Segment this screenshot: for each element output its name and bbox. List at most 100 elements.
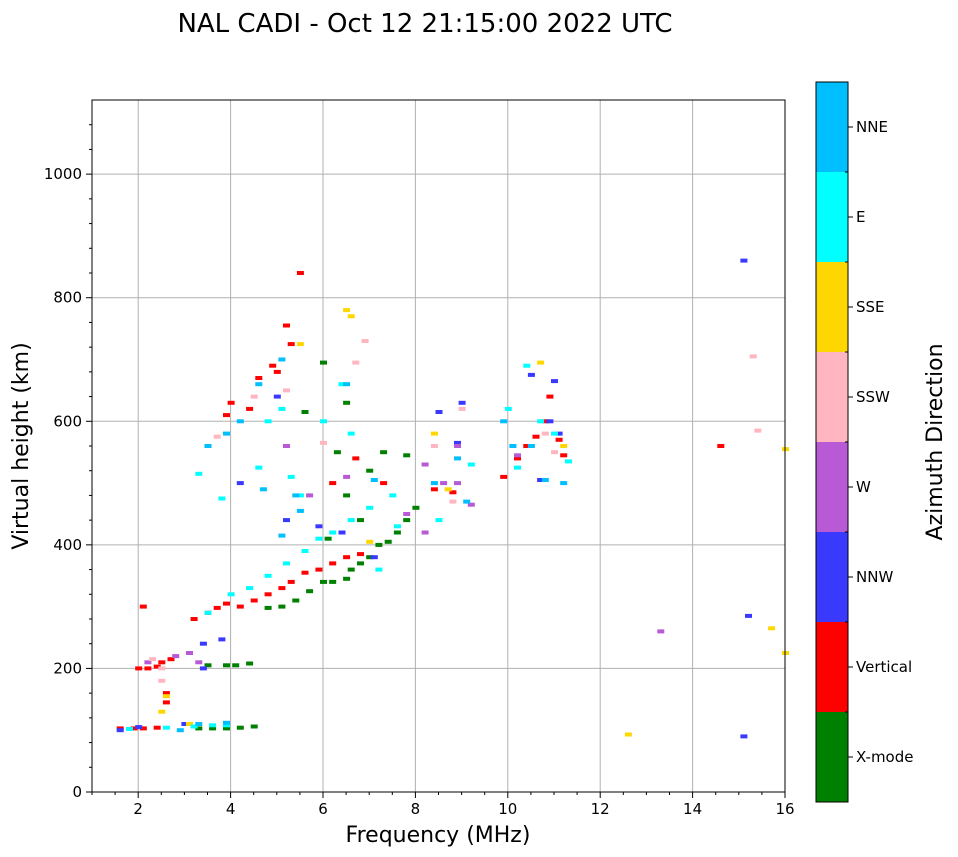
echo-mark-w: [306, 493, 314, 498]
echo-mark-nnw: [527, 372, 535, 377]
echo-mark-nne: [509, 444, 517, 448]
echo-mark-vertical: [283, 323, 290, 328]
x-tick-label: 10: [498, 800, 517, 818]
echo-mark-vertical: [264, 592, 272, 597]
echo-mark-vertical: [250, 598, 258, 603]
echo-mark-vertical: [329, 481, 337, 486]
echo-mark-sse: [158, 709, 166, 714]
echo-mark-w: [467, 502, 475, 507]
echo-mark-nnw: [745, 613, 752, 618]
y-tick-label: 200: [53, 659, 82, 677]
echo-mark-e: [227, 592, 235, 597]
echo-mark-vertical: [357, 552, 364, 557]
echo-mark-nnw: [435, 410, 443, 414]
colorbar-swatch-sse: [816, 262, 848, 352]
colorbar-tick-label: NNE: [856, 118, 888, 136]
echo-mark-x-mode: [301, 410, 309, 414]
echo-mark-nnw: [236, 481, 244, 486]
colorbar-tick-label: NNW: [856, 568, 893, 586]
echo-mark-x-mode: [380, 450, 388, 455]
colorbar-swatch-x-mode: [816, 712, 848, 802]
colorbar-tick-label: E: [856, 208, 865, 226]
echo-mark-nnw: [740, 734, 748, 739]
echo-mark-vertical: [329, 561, 337, 566]
echo-mark-vertical: [287, 579, 295, 584]
echo-mark-vertical: [135, 666, 143, 671]
echo-mark-e: [283, 561, 290, 566]
echo-mark-sse: [537, 360, 545, 365]
echo-mark-nnw: [283, 518, 290, 523]
echo-mark-e: [537, 419, 545, 424]
x-tick-label: 8: [411, 800, 421, 818]
echo-mark-nne: [259, 487, 267, 492]
echo-mark-e: [523, 363, 531, 368]
echo-mark-w: [144, 660, 152, 665]
x-tick-label: 2: [133, 800, 143, 818]
echo-mark-e: [347, 431, 355, 436]
echo-mark-e: [162, 725, 170, 730]
y-tick-label: 600: [53, 412, 82, 430]
echo-mark-vertical: [269, 363, 277, 368]
echo-mark-vertical: [555, 437, 563, 442]
plot-frame: [91, 99, 786, 793]
echo-mark-vertical: [315, 567, 323, 572]
gridlines: [92, 100, 786, 793]
echo-mark-x-mode: [320, 360, 327, 365]
echo-mark-w: [421, 462, 429, 467]
echo-mark-vertical: [500, 474, 508, 479]
echo-mark-vertical: [560, 453, 568, 458]
echo-mark-e: [435, 518, 443, 523]
echo-mark-nnw: [454, 440, 461, 445]
colorbar-tick-label: SSE: [856, 298, 885, 316]
echo-mark-x-mode: [384, 539, 392, 544]
echo-mark-nne: [195, 722, 203, 726]
echo-mark-vertical: [514, 456, 521, 461]
echo-mark-ssw: [541, 431, 549, 436]
echo-mark-vertical: [380, 481, 388, 486]
echo-mark-nnw: [338, 530, 346, 535]
echo-mark-w: [421, 530, 429, 535]
y-tick-label: 800: [53, 289, 82, 307]
echo-mark-nne: [255, 382, 263, 387]
echo-mark-nne: [463, 499, 471, 504]
echo-mark-vertical: [162, 700, 170, 705]
echo-mark-ssw: [283, 388, 290, 393]
echo-mark-w: [440, 481, 448, 486]
colorbar-swatch-nnw: [816, 532, 848, 622]
echo-mark-nne: [204, 444, 212, 448]
x-tick-label: 16: [775, 800, 794, 818]
echo-mark-nne: [278, 533, 286, 538]
echo-mark-w: [186, 651, 193, 655]
echo-mark-e: [264, 573, 272, 578]
echo-mark-nne: [236, 419, 244, 424]
echo-mark-nne: [527, 444, 535, 448]
echo-mark-vertical: [301, 570, 309, 575]
echo-mark-w: [454, 481, 461, 486]
x-axis-label: Frequency (MHz): [346, 823, 531, 848]
echo-mark-vertical: [430, 487, 438, 492]
x-tick-label: 12: [591, 800, 610, 818]
echo-mark-x-mode: [250, 724, 258, 729]
echo-mark-e: [190, 724, 198, 729]
colorbar-tick-label: W: [856, 478, 871, 496]
echo-mark-vertical: [223, 601, 230, 606]
colorbar-swatch-e: [816, 172, 848, 262]
echo-mark-e: [366, 505, 374, 510]
echo-mark-sse: [560, 444, 568, 448]
echo-mark-x-mode: [375, 542, 383, 547]
echo-mark-e: [514, 465, 521, 470]
echo-mark-x-mode: [403, 518, 411, 523]
echo-mark-e: [195, 471, 203, 476]
echo-mark-ssw: [250, 394, 258, 399]
echo-mark-vertical: [236, 604, 244, 609]
echo-mark-vertical: [139, 604, 147, 609]
colorbar-tick-label: Vertical: [856, 658, 912, 676]
echo-mark-ssw: [213, 434, 221, 439]
colorbar-swatch-ssw: [816, 352, 848, 442]
echo-mark-w: [454, 444, 461, 448]
echo-mark-vertical: [343, 555, 351, 560]
axis-ticks: 2 4 6 8 10 12 14 16 0 200 400 600 800 1000: [44, 124, 795, 818]
echo-mark-vertical: [273, 369, 281, 374]
echo-mark-nne: [500, 419, 508, 424]
